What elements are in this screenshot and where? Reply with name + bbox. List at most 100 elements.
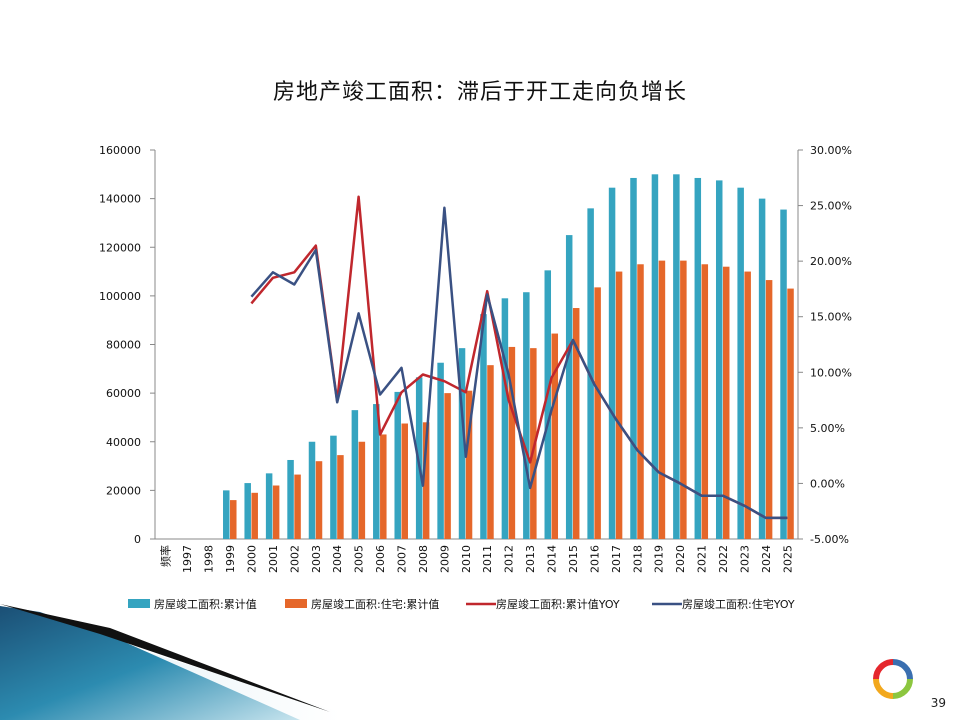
- x-tick-label: 2003: [310, 545, 323, 573]
- bar-residential: [658, 260, 666, 539]
- bar-residential: [551, 333, 559, 539]
- bar-total: [330, 435, 337, 539]
- x-tick-label: 2002: [288, 545, 301, 573]
- x-tick-label: 2006: [374, 545, 387, 573]
- bar-residential: [637, 264, 644, 539]
- bar-total: [737, 187, 744, 539]
- y-left-tick-label: 100000: [99, 290, 141, 303]
- bar-total: [501, 298, 509, 539]
- bar-residential: [744, 271, 751, 539]
- x-tick-label: 2019: [653, 545, 666, 573]
- x-tick-label: 2012: [503, 545, 516, 573]
- bar-total: [458, 348, 466, 539]
- x-tick-label: 2001: [267, 545, 280, 573]
- y-right-tick-label: 5.00%: [810, 422, 845, 435]
- x-tick-label: 2004: [331, 545, 344, 573]
- x-tick-label: 2010: [460, 545, 473, 573]
- bar-residential: [380, 434, 387, 539]
- x-tick-label: 2025: [781, 545, 794, 573]
- bar-residential: [615, 271, 623, 539]
- bar-total: [651, 174, 659, 539]
- y-right-tick-label: 30.00%: [810, 144, 852, 157]
- legend-label: 房屋竣工面积:累计值: [154, 597, 257, 611]
- legend-label: 房屋竣工面积:累计值YOY: [496, 597, 620, 611]
- y-right-tick-label: 10.00%: [810, 366, 852, 379]
- bar-total: [758, 198, 766, 539]
- x-tick-label: 2008: [417, 545, 430, 573]
- bar-total: [587, 208, 594, 539]
- bar-total: [373, 404, 380, 539]
- x-tick-label: 2022: [717, 545, 730, 573]
- bar-total: [351, 410, 359, 539]
- x-tick-label: 2016: [588, 545, 601, 573]
- bar-total: [223, 490, 230, 539]
- x-tick-label: 1998: [203, 545, 216, 573]
- bar-total: [565, 235, 573, 539]
- x-tick-label: 2017: [610, 545, 623, 573]
- bar-residential: [701, 264, 709, 539]
- y-left-tick-label: 20000: [106, 484, 141, 497]
- bar-residential: [315, 461, 323, 539]
- y-left-tick-label: 160000: [99, 144, 141, 157]
- bar-residential: [765, 280, 773, 539]
- x-tick-label: 频率: [159, 545, 173, 567]
- x-tick-label: 1997: [181, 545, 194, 573]
- y-left-tick-label: 120000: [99, 241, 141, 254]
- x-tick-label: 2015: [567, 545, 580, 573]
- bar-total: [287, 459, 294, 539]
- bar-total: [544, 270, 552, 539]
- x-tick-label: 1999: [224, 545, 237, 573]
- y-right-tick-label: 20.00%: [810, 255, 852, 268]
- legend-label: 房屋竣工面积:住宅:累计值: [311, 597, 439, 611]
- legend-swatch: [285, 599, 307, 608]
- company-logo: [873, 659, 913, 699]
- x-tick-label: 2018: [631, 545, 644, 573]
- y-left-tick-label: 60000: [106, 387, 141, 400]
- x-tick-label: 2013: [524, 545, 537, 573]
- x-tick-label: 2009: [438, 545, 451, 573]
- legend-swatch: [128, 599, 150, 608]
- bar-total: [694, 177, 702, 539]
- y-right-tick-label: 0.00%: [810, 477, 845, 490]
- x-tick-label: 2020: [674, 545, 687, 573]
- bar-residential: [230, 500, 237, 539]
- bar-residential: [487, 365, 494, 539]
- x-tick-label: 2007: [395, 545, 408, 573]
- bar-total: [780, 209, 787, 540]
- bar-total: [608, 187, 616, 539]
- x-tick-label: 2023: [738, 545, 751, 573]
- bar-residential: [572, 308, 580, 539]
- bar-residential: [294, 474, 301, 539]
- x-tick-label: 2000: [245, 545, 258, 573]
- y-left-tick-label: 140000: [99, 193, 141, 206]
- x-tick-label: 2021: [696, 545, 709, 573]
- bar-residential: [444, 393, 451, 539]
- bar-residential: [251, 492, 258, 539]
- bar-total: [308, 441, 316, 539]
- bar-residential: [358, 441, 366, 539]
- series-line-residential-yoy: [250, 206, 788, 520]
- y-right-tick-label: 25.00%: [810, 200, 852, 213]
- bar-residential: [272, 485, 280, 539]
- bar-residential: [787, 288, 794, 539]
- bar-residential: [680, 260, 687, 539]
- y-right-tick-label: 15.00%: [810, 311, 852, 324]
- bar-total: [437, 362, 444, 539]
- legend-label: 房屋竣工面积:住宅YOY: [682, 597, 795, 611]
- bar-residential: [722, 266, 730, 539]
- bar-residential: [465, 390, 473, 539]
- page-number: 39: [930, 696, 946, 710]
- slide-title: 房地产竣工面积：滞后于开工走向负增长: [272, 80, 687, 105]
- x-tick-label: 2011: [481, 545, 494, 573]
- decoration-blue-swoosh: [0, 606, 300, 720]
- bar-residential: [508, 346, 516, 539]
- bar-total: [480, 314, 487, 539]
- x-tick-label: 2005: [353, 545, 366, 573]
- bar-total: [630, 177, 637, 539]
- bar-total: [244, 483, 251, 539]
- bar-total: [394, 391, 401, 539]
- bar-total: [265, 473, 273, 539]
- bar-residential: [530, 348, 537, 539]
